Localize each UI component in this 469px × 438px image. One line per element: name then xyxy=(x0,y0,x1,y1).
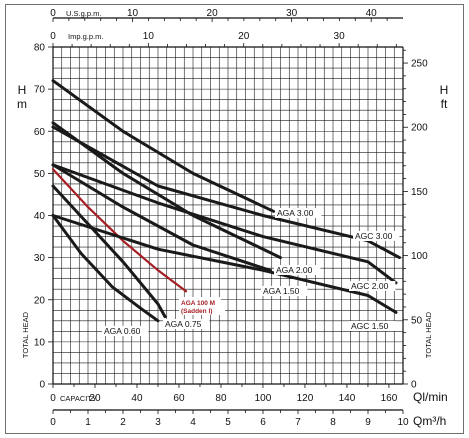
m3h-tick-label: 6 xyxy=(260,417,266,428)
left-axis-tick-label: 30 xyxy=(34,253,46,264)
m3h-tick-label: 7 xyxy=(295,417,301,428)
curve-label: AGA 1.50 xyxy=(263,286,300,296)
curve-label-background xyxy=(163,319,210,329)
capacity-label: CAPACITY xyxy=(60,394,97,403)
m3h-tick-label: 10 xyxy=(397,417,409,428)
curve-label-background xyxy=(349,281,396,291)
m3h-tick-label: 8 xyxy=(330,417,336,428)
m3h-tick-label: 9 xyxy=(365,417,371,428)
curve-aga-3-00 xyxy=(51,79,275,213)
curve-label-background xyxy=(102,326,149,336)
right-axis-tick-label: 200 xyxy=(411,123,428,134)
curve-agc-1-50 xyxy=(51,214,398,314)
right-axis-label: H xyxy=(440,83,449,97)
left-axis-tick-label: 60 xyxy=(34,127,46,138)
left-axis-unit: m xyxy=(17,97,27,111)
imp-gpm-tick-label: 20 xyxy=(238,31,250,42)
curve-aga-0-75 xyxy=(51,184,167,319)
m3h-unit-label: Qm³/h xyxy=(413,414,446,428)
m3h-tick-label: 4 xyxy=(190,417,196,428)
curve-labels-layer: AGA 0.60 AGA 0.75 AGA 100 M(Sadden I) AGA 1… xyxy=(102,208,400,336)
m3h-tick-label: 2 xyxy=(120,417,126,428)
curve-label: AGA 0.60 xyxy=(104,326,141,336)
imp-gpm-tick-label: 10 xyxy=(143,31,155,42)
chart-frame xyxy=(5,4,464,434)
curve-agc-2-00 xyxy=(51,163,398,285)
us-gpm-label: U.S.g.p.m. xyxy=(66,9,101,18)
m3h-tick-label: 3 xyxy=(155,417,161,428)
curve-label-background xyxy=(353,231,400,241)
left-axis-tick-label: 0 xyxy=(39,380,45,391)
us-gpm-tick-label: 40 xyxy=(366,8,378,19)
curve-label: AGA 3.00 xyxy=(277,208,314,218)
right-axis-tick-label: 0 xyxy=(411,380,417,391)
us-gpm-tick-label: 10 xyxy=(127,8,139,19)
curve-agc-3-00 xyxy=(51,125,401,260)
us-gpm-tick-label: 0 xyxy=(50,8,56,19)
lmin-tick-label: 160 xyxy=(381,393,398,404)
curve-aga-1-50 xyxy=(51,163,272,272)
lmin-tick-label: 100 xyxy=(255,393,272,404)
curve-label: AGC 2.00 xyxy=(351,281,389,291)
curve-label: AGC 1.50 xyxy=(351,321,389,331)
us-gpm-tick-label: 30 xyxy=(286,8,298,19)
lmin-tick-label: 60 xyxy=(173,393,185,404)
curve-label-background xyxy=(274,265,321,275)
us-gpm-tick-label: 20 xyxy=(207,8,219,19)
right-side-title: TOTAL HEAD xyxy=(424,311,433,358)
curve-aga-0-60 xyxy=(51,214,160,323)
curve-label: AGA 100 M xyxy=(181,300,215,307)
right-axis-tick-label: 150 xyxy=(411,187,428,198)
lmin-tick-label: 80 xyxy=(215,393,227,404)
lmin-unit-label: Ql/min xyxy=(413,390,448,404)
curve-label-background xyxy=(179,297,221,307)
lmin-tick-label: 20 xyxy=(89,393,101,404)
imp-gpm-tick-label: 30 xyxy=(334,31,346,42)
left-axis-label: H xyxy=(18,83,27,97)
imp-gpm-label: Imp.g.p.m. xyxy=(68,32,103,41)
curve-label-background xyxy=(261,286,308,296)
left-axis-tick-label: 10 xyxy=(34,337,46,348)
right-axis-tick-label: 100 xyxy=(411,251,428,262)
lmin-tick-label: 0 xyxy=(50,393,56,404)
left-axis-tick-label: 50 xyxy=(34,169,46,180)
lmin-tick-label: 40 xyxy=(131,393,143,404)
left-axis-tick-label: 70 xyxy=(34,85,46,96)
left-side-title: TOTAL HEAD xyxy=(21,311,30,358)
lmin-tick-label: 120 xyxy=(297,393,314,404)
right-axis-tick-label: 250 xyxy=(411,59,428,70)
curve-label: (Sadden I) xyxy=(181,308,212,315)
curve-label-background xyxy=(179,305,225,315)
right-axis-tick-label: 50 xyxy=(411,315,423,326)
curve-aga-100-m-sadden-i xyxy=(51,168,188,293)
left-axis-tick-label: 40 xyxy=(34,211,46,222)
curve-label: AGA 2.00 xyxy=(276,265,313,275)
m3h-tick-label: 5 xyxy=(225,417,231,428)
curve-label: AGA 0.75 xyxy=(165,319,202,329)
left-axis-tick-label: 20 xyxy=(34,295,46,306)
curve-label-background xyxy=(349,321,396,331)
left-axis-tick-label: 80 xyxy=(34,43,46,54)
curve-label: AGC 3.00 xyxy=(355,231,393,241)
curve-label-background xyxy=(275,208,322,218)
imp-gpm-tick-label: 0 xyxy=(50,31,56,42)
m3h-tick-label: 1 xyxy=(85,417,91,428)
m3h-tick-label: 0 xyxy=(50,417,56,428)
curves-layer xyxy=(51,79,401,323)
lmin-tick-label: 140 xyxy=(339,393,356,404)
right-axis-unit: ft xyxy=(441,97,448,111)
